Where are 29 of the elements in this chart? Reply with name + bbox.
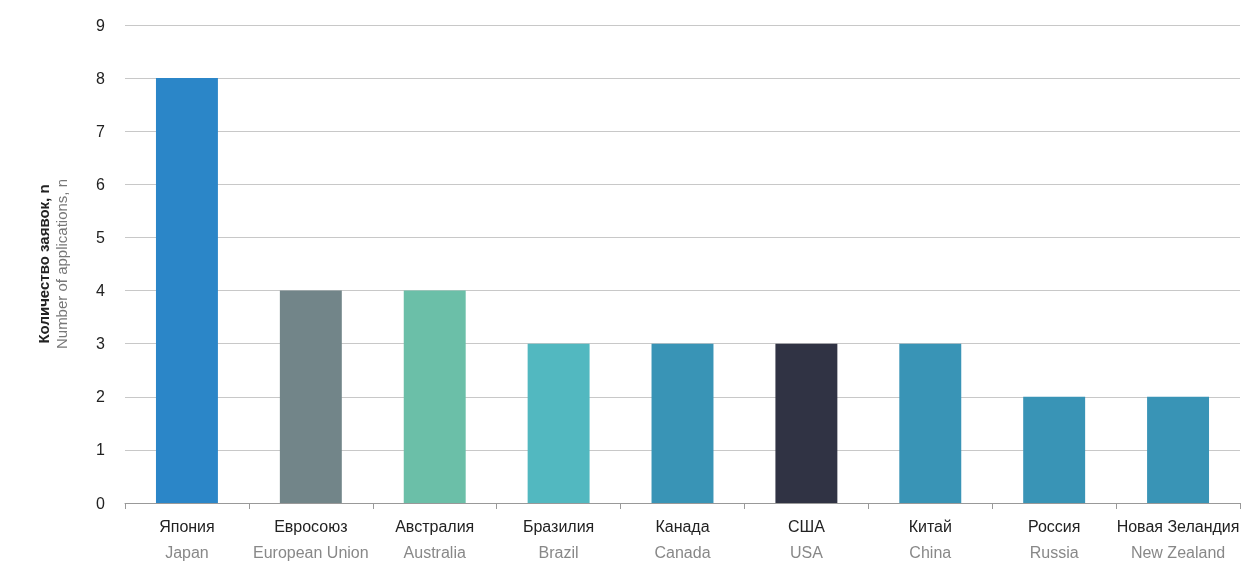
x-tick-label: США USA	[787, 517, 826, 561]
x-tick-label: Япония Japan	[159, 517, 215, 561]
x-tick-label: Канада Canada	[654, 517, 711, 561]
y-tick-label: 3	[96, 335, 106, 353]
y-tick-label: 2	[96, 388, 106, 406]
bar	[899, 343, 962, 503]
x-tick-label: Австралия Australia	[395, 517, 475, 561]
y-axis-title: Количество заявок, n Number of applications, n	[34, 178, 70, 350]
x-tick-label: Новая Зеландия New Zealand	[1116, 517, 1240, 561]
y-tick-label: 9	[96, 16, 106, 34]
bar	[155, 78, 218, 503]
y-tick-label: 0	[96, 494, 106, 512]
y-tick-label: 5	[96, 228, 106, 246]
bar	[279, 290, 342, 503]
bar	[527, 343, 590, 503]
y-tick-label: 8	[96, 69, 106, 87]
bar	[403, 290, 466, 503]
bar	[651, 343, 714, 503]
x-tick-label: Бразилия Brazil	[522, 517, 595, 561]
x-tick-label: Евросоюз European Union	[253, 517, 369, 561]
bar	[775, 343, 838, 503]
bar	[1147, 396, 1210, 503]
y-tick-label: 6	[96, 175, 106, 193]
y-tick-label: 1	[96, 441, 106, 459]
y-tick-label: 7	[96, 122, 106, 140]
y-tick-label: 4	[96, 282, 106, 300]
x-tick-label: Китай China	[908, 517, 952, 561]
bar	[1023, 396, 1086, 503]
x-tick-label: Россия Russia	[1027, 517, 1081, 561]
